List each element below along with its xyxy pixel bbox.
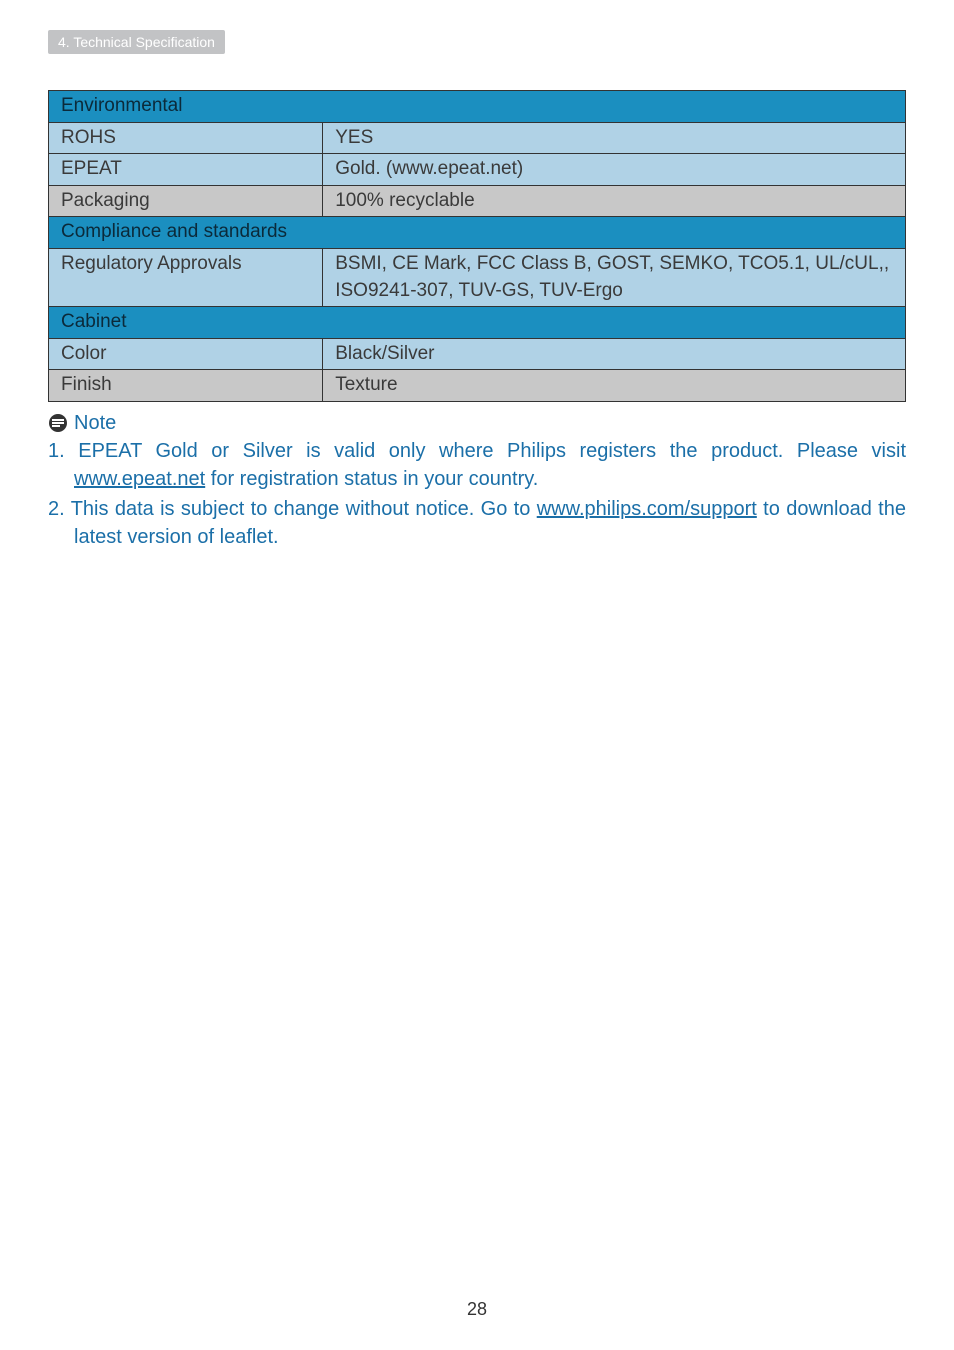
note-heading: Note (48, 412, 906, 435)
spec-label: Color (49, 338, 323, 370)
note-item: EPEAT Gold or Silver is valid only where… (48, 437, 906, 493)
spec-value: 100% recyclable (323, 185, 906, 217)
spec-value: Gold. (www.epeat.net) (323, 154, 906, 186)
section-header: Compliance and standards (49, 217, 906, 249)
note-list: EPEAT Gold or Silver is valid only where… (48, 437, 906, 551)
note-icon (48, 413, 68, 433)
note-item: This data is subject to change without n… (48, 495, 906, 551)
note-section: Note EPEAT Gold or Silver is valid only … (48, 412, 906, 551)
spec-label: Finish (49, 370, 323, 402)
note-link[interactable]: www.epeat.net (74, 468, 205, 490)
section-header: Cabinet (49, 307, 906, 339)
spec-value: YES (323, 122, 906, 154)
note-link[interactable]: www.philips.com/support (537, 498, 757, 520)
spec-label: Regulatory Approvals (49, 248, 323, 306)
section-breadcrumb: 4. Technical Specification (48, 30, 225, 54)
spec-label: ROHS (49, 122, 323, 154)
spec-value: Black/Silver (323, 338, 906, 370)
spec-value: BSMI, CE Mark, FCC Class B, GOST, SEMKO,… (323, 248, 906, 306)
page-number: 28 (0, 1299, 954, 1320)
page-content: EnvironmentalROHSYESEPEATGold. (www.epea… (48, 90, 906, 553)
spec-table: EnvironmentalROHSYESEPEATGold. (www.epea… (48, 90, 906, 402)
note-label: Note (74, 412, 116, 435)
spec-label: Packaging (49, 185, 323, 217)
section-header: Environmental (49, 91, 906, 123)
spec-value: Texture (323, 370, 906, 402)
spec-label: EPEAT (49, 154, 323, 186)
